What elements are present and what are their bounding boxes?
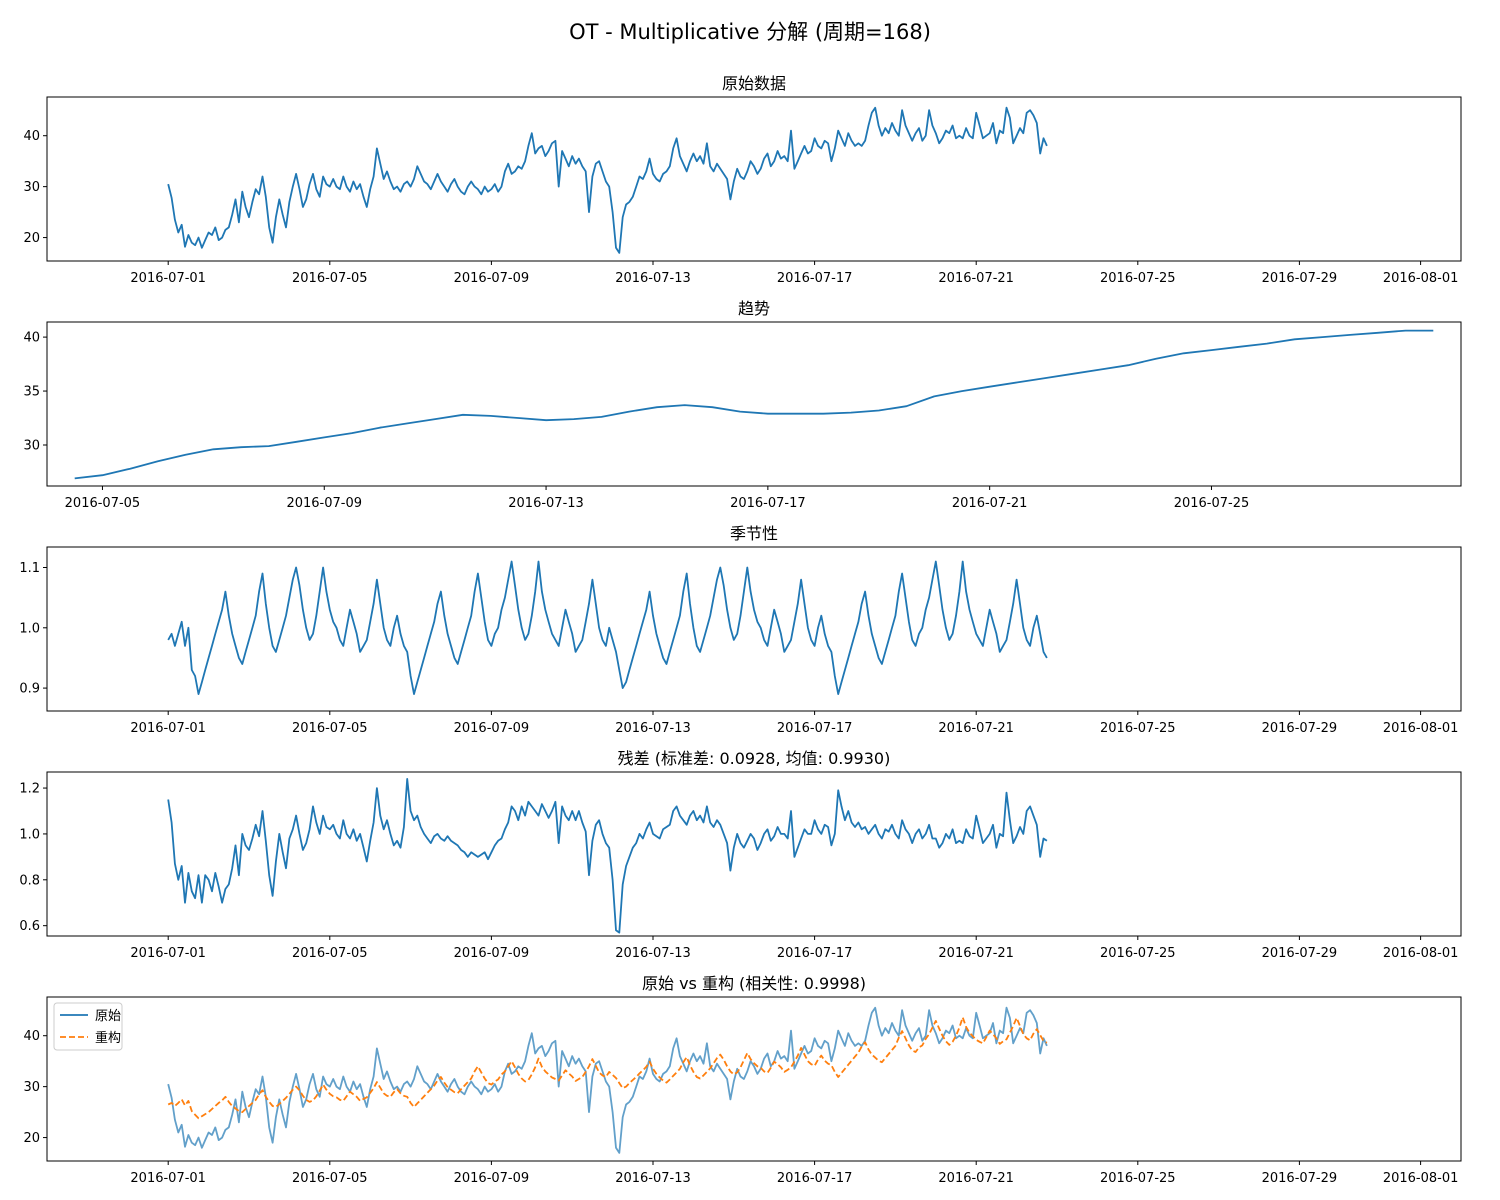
subplot-4: 残差 (标准差: 0.0928, 均值: 0.9930) 0.6 0.8 1.0 1.2… (19, 749, 1462, 961)
x-tick-label: 2016-07-13 (615, 1171, 691, 1186)
x-tick-label: 2016-07-05 (292, 721, 368, 736)
y-tick-label: 40 (23, 331, 40, 346)
x-tick-label: 2016-07-05 (292, 1171, 368, 1186)
series-line-1 (74, 329, 1434, 480)
x-tick-label: 2016-07-01 (130, 271, 206, 286)
x-tick-label: 2016-07-13 (615, 946, 691, 961)
x-tick-label: 2016-07-29 (1262, 721, 1338, 736)
x-tick-label: 2016-07-21 (938, 721, 1014, 736)
x-tick-label: 2016-07-21 (952, 496, 1028, 511)
x-tick-label: 2016-08-01 (1383, 271, 1459, 286)
y-tick-label: 30 (23, 180, 40, 195)
series-line-1 (167, 778, 1048, 934)
x-tick-label: 2016-07-09 (286, 496, 362, 511)
subplot-title: 季节性 (730, 524, 778, 543)
y-tick-label: 1.2 (19, 782, 40, 797)
legend-label-1: 原始 (95, 1009, 121, 1024)
subplot-title: 趋势 (738, 299, 770, 318)
x-tick-label: 2016-07-01 (130, 1171, 206, 1186)
y-tick-label: 20 (23, 1131, 40, 1146)
x-tick-label: 2016-07-25 (1100, 1171, 1176, 1186)
series-line-1 (167, 560, 1048, 695)
y-tick-label: 1.0 (19, 621, 40, 636)
y-tick-label: 40 (23, 1029, 40, 1044)
x-tick-label: 2016-07-17 (730, 496, 806, 511)
x-tick-label: 2016-07-25 (1100, 721, 1176, 736)
x-tick-label: 2016-08-01 (1383, 1171, 1459, 1186)
x-tick-label: 2016-07-21 (938, 271, 1014, 286)
x-tick-label: 2016-07-29 (1262, 946, 1338, 961)
y-tick-label: 0.6 (19, 919, 40, 934)
y-tick-label: 20 (23, 231, 40, 246)
x-tick-label: 2016-07-09 (454, 271, 530, 286)
y-tick-label: 30 (23, 439, 40, 454)
x-tick-label: 2016-07-13 (508, 496, 584, 511)
subplot-5: 原始 vs 重构 (相关性: 0.9998) 20 30 40 2016-07-01 20… (23, 974, 1462, 1186)
x-tick-label: 2016-07-01 (130, 946, 206, 961)
x-tick-label: 2016-07-17 (777, 271, 853, 286)
x-tick-label: 2016-07-25 (1100, 271, 1176, 286)
x-tick-label: 2016-07-09 (454, 1171, 530, 1186)
series-line-2 (167, 1016, 1048, 1120)
y-tick-label: 0.9 (19, 682, 40, 697)
x-tick-label: 2016-07-17 (777, 1171, 853, 1186)
x-tick-label: 2016-07-13 (615, 721, 691, 736)
subplot-1: 原始数据 20 30 40 2016-07-01 2016-07-05 2016-07-09… (23, 74, 1462, 286)
figure-title: OT - Multiplicative 分解 (周期=168) (569, 20, 931, 44)
axes-frame (46, 996, 1462, 1162)
x-tick-label: 2016-07-29 (1262, 1171, 1338, 1186)
x-tick-label: 2016-08-01 (1383, 721, 1459, 736)
x-tick-label: 2016-08-01 (1383, 946, 1459, 961)
y-tick-label: 0.8 (19, 873, 40, 888)
axes-frame (46, 546, 1462, 712)
subplot-2: 趋势 30 35 40 2016-07-05 2016-07-09 2016-07-13 20… (23, 299, 1462, 511)
subplot-3: 季节性 0.9 1.0 1.1 2016-07-01 2016-07-05 2016-07-… (19, 524, 1462, 736)
x-tick-label: 2016-07-09 (454, 946, 530, 961)
x-tick-label: 2016-07-13 (615, 271, 691, 286)
x-tick-label: 2016-07-29 (1262, 271, 1338, 286)
subplot-title: 残差 (标准差: 0.0928, 均值: 0.9930) (618, 749, 891, 768)
x-tick-label: 2016-07-09 (454, 721, 530, 736)
axes-frame (46, 96, 1462, 262)
x-tick-label: 2016-07-17 (777, 721, 853, 736)
axes-frame (46, 321, 1462, 487)
x-tick-label: 2016-07-05 (65, 496, 141, 511)
x-tick-label: 2016-07-25 (1174, 496, 1250, 511)
y-tick-label: 35 (23, 385, 40, 400)
axes-frame (46, 771, 1462, 937)
x-tick-label: 2016-07-21 (938, 1171, 1014, 1186)
x-tick-label: 2016-07-25 (1100, 946, 1176, 961)
series-line-1 (167, 1006, 1048, 1154)
subplot-title: 原始数据 (722, 74, 786, 93)
x-tick-label: 2016-07-05 (292, 271, 368, 286)
y-tick-label: 1.0 (19, 827, 40, 842)
y-tick-label: 1.1 (19, 561, 40, 576)
y-tick-label: 30 (23, 1080, 40, 1095)
x-tick-label: 2016-07-05 (292, 946, 368, 961)
x-tick-label: 2016-07-21 (938, 946, 1014, 961)
x-tick-label: 2016-07-01 (130, 721, 206, 736)
y-tick-label: 40 (23, 129, 40, 144)
series-line-1 (167, 106, 1048, 254)
x-tick-label: 2016-07-17 (777, 946, 853, 961)
legend-label-2: 重构 (95, 1030, 121, 1046)
subplot-panels: 原始数据 20 30 40 2016-07-01 2016-07-05 2016-07-09… (19, 74, 1462, 1186)
subplot-title: 原始 vs 重构 (相关性: 0.9998) (642, 974, 866, 993)
